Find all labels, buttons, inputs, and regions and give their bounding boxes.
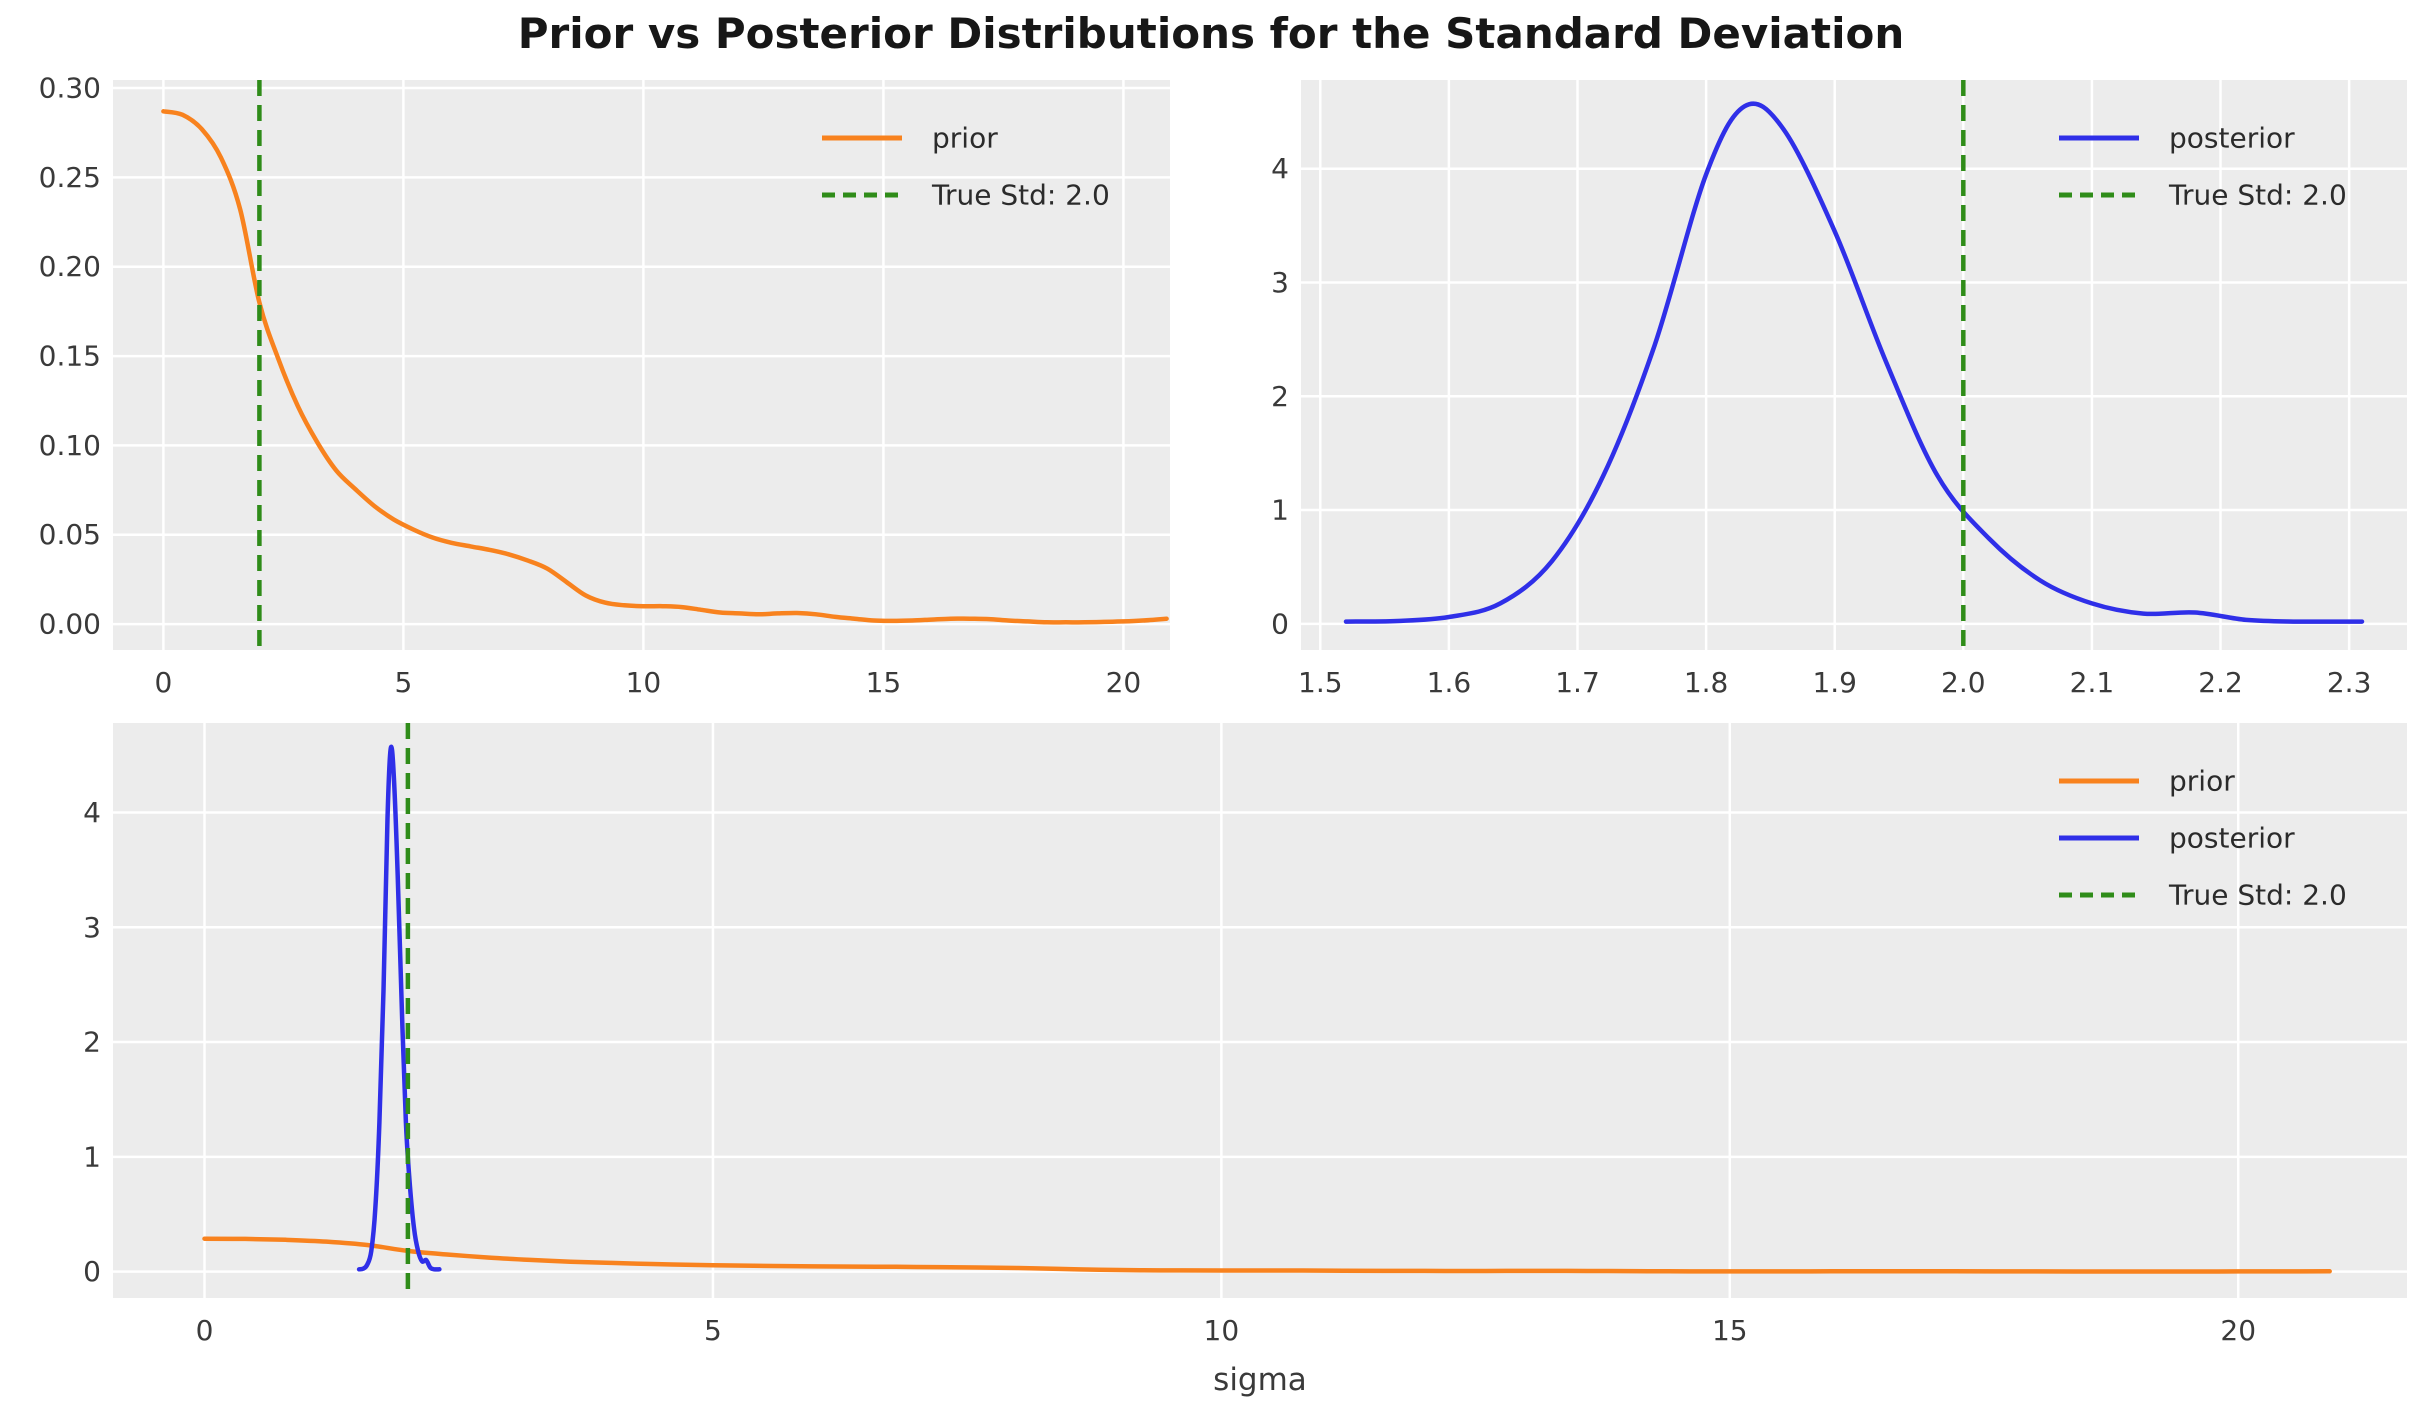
y-tick-label: 2: [83, 1026, 101, 1059]
legend-label-true-std-2-0: True Std: 2.0: [2168, 179, 2347, 212]
legend-label-prior: prior: [2169, 765, 2235, 798]
legend-label-true-std-2-0: True Std: 2.0: [931, 179, 1110, 212]
legend: prior posterior True Std: 2.0: [2059, 765, 2347, 912]
x-tick-label: 2.3: [2327, 666, 2372, 699]
x-tick-label: 0: [196, 1314, 214, 1347]
plot-area: [1301, 80, 2407, 650]
legend: prior True Std: 2.0: [822, 122, 1110, 212]
x-tick-label: 15: [1712, 1314, 1748, 1347]
y-tick-label: 4: [83, 796, 101, 829]
y-tick-label: 0: [83, 1255, 101, 1288]
chart-title: Prior vs Posterior Distributions for the…: [518, 9, 1904, 58]
y-tick-label: 1: [83, 1140, 101, 1173]
y-tick-label: 4: [1271, 152, 1289, 185]
y-tick-label: 0: [1271, 607, 1289, 640]
x-tick-label: 1.6: [1427, 666, 1472, 699]
y-tick-label: 0.15: [39, 340, 101, 373]
x-tick-label: 5: [394, 666, 412, 699]
legend-label-posterior: posterior: [2169, 122, 2295, 155]
y-tick-label: 0.10: [39, 429, 101, 462]
panel-bottom: 0 1 2 3 4 0 5 10 15 20 sigma prior posterior True Std…: [83, 723, 2407, 1398]
legend-label-true-std-2-0: True Std: 2.0: [2168, 879, 2347, 912]
plot-area: [113, 80, 1170, 650]
x-tick-label: 1.7: [1555, 666, 1600, 699]
x-tick-label: 2.0: [1941, 666, 1986, 699]
x-tick-label: 1.5: [1298, 666, 1343, 699]
legend: posterior True Std: 2.0: [2059, 122, 2347, 212]
x-tick-label: 1.9: [1812, 666, 1857, 699]
y-tick-label: 3: [1271, 266, 1289, 299]
y-tick-label: 0.05: [39, 518, 101, 551]
x-tick-label: 2.2: [2198, 666, 2243, 699]
panel-top-right: 0 1 2 3 4 1.5 1.6 1.7 1.8 1.9 2.0 2.1 2.2 2.3 posterio…: [1271, 80, 2407, 699]
y-tick-label: 2: [1271, 380, 1289, 413]
panels-group: 0.000.050.100.150.200.250.300 5 10 15 20prio…: [39, 72, 2407, 1398]
panel-top-left: 0.00 0.05 0.10 0.15 0.20 0.25 0.30 0 5 10 15 20 prio…: [39, 72, 1170, 699]
y-tick-label: 3: [83, 911, 101, 944]
x-axis-label: sigma: [1213, 1362, 1307, 1398]
y-tick-label: 0.20: [39, 250, 101, 283]
x-tick-label: 20: [1106, 666, 1142, 699]
prior-line: [161, 109, 1169, 625]
y-tick-label: 0.25: [39, 161, 101, 194]
prior-line: [202, 1236, 2332, 1274]
x-tick-label: 5: [704, 1314, 722, 1347]
posterior-line: [1343, 101, 2365, 624]
x-tick-label: 10: [626, 666, 662, 699]
legend-label-posterior: posterior: [2169, 822, 2295, 855]
x-tick-label: 15: [866, 666, 902, 699]
x-tick-label: 1.8: [1684, 666, 1729, 699]
x-tick-label: 2.1: [2070, 666, 2115, 699]
y-tick-label: 1: [1271, 494, 1289, 527]
plot-area: [113, 723, 2407, 1298]
x-tick-label: 20: [2220, 1314, 2256, 1347]
legend-label-prior: prior: [932, 122, 998, 155]
x-tick-label: 10: [1204, 1314, 1240, 1347]
y-tick-label: 0.30: [39, 72, 101, 105]
x-tick-label: 0: [154, 666, 172, 699]
posterior-line: [356, 744, 442, 1272]
y-tick-label: 0.00: [39, 608, 101, 641]
